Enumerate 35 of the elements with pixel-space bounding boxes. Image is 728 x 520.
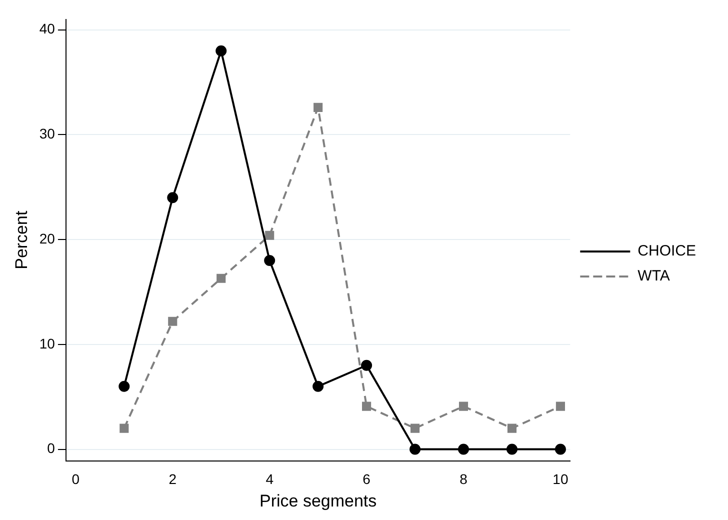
- point: [410, 424, 420, 433]
- x-tick-label: 4: [266, 471, 274, 488]
- point: [216, 45, 227, 56]
- point: [120, 424, 129, 433]
- point: [410, 444, 421, 455]
- y-tick-label: 10: [39, 335, 56, 352]
- y-tick-label: 30: [39, 126, 56, 142]
- point: [506, 444, 518, 455]
- point: [312, 380, 324, 392]
- y-axis-title: Percent: [12, 210, 31, 270]
- point: [168, 316, 178, 326]
- point: [167, 192, 178, 204]
- y-tick-label: 20: [39, 230, 56, 246]
- point: [507, 424, 517, 433]
- point: [265, 230, 274, 240]
- point: [458, 402, 468, 411]
- point: [362, 402, 372, 411]
- x-axis-title: Price segments: [259, 491, 377, 510]
- point: [314, 102, 323, 112]
- point: [556, 402, 565, 411]
- y-tick-label: 40: [39, 20, 56, 37]
- x-tick-label: 6: [362, 471, 371, 488]
- legend-label: WTA: [638, 268, 670, 285]
- legend-label: CHOICE: [638, 242, 696, 260]
- x-tick-label: 8: [460, 471, 468, 488]
- x-tick-label: 10: [552, 471, 568, 488]
- point: [361, 360, 372, 371]
- point: [264, 255, 276, 266]
- x-tick-label: 0: [72, 471, 80, 488]
- x-tick-label: 2: [168, 471, 177, 488]
- point: [458, 444, 470, 455]
- point: [554, 444, 566, 455]
- point: [118, 380, 130, 392]
- y-tick-label: 0: [47, 440, 56, 456]
- point: [216, 274, 226, 283]
